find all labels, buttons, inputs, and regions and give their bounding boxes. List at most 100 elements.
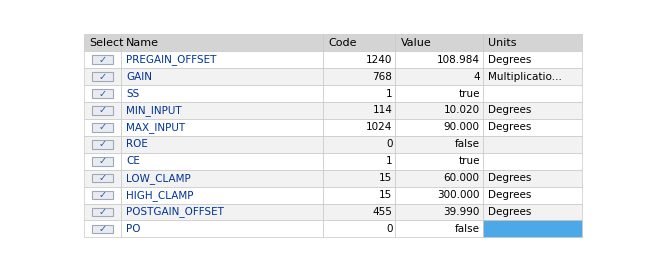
Bar <box>323 85 395 102</box>
Bar <box>121 51 323 68</box>
Text: 4: 4 <box>473 72 480 82</box>
Bar <box>84 68 121 85</box>
Bar <box>121 136 323 153</box>
Text: CE: CE <box>126 156 140 166</box>
Text: ✓: ✓ <box>98 190 107 200</box>
Bar <box>395 170 483 187</box>
Bar <box>121 85 323 102</box>
Text: 1: 1 <box>386 89 393 98</box>
Bar <box>121 204 323 220</box>
Text: 39.990: 39.990 <box>443 207 480 217</box>
Text: 1024: 1024 <box>366 122 393 132</box>
Bar <box>92 157 113 165</box>
Bar <box>483 220 582 237</box>
Bar <box>323 220 395 237</box>
Text: Name: Name <box>126 38 159 48</box>
Bar <box>323 187 395 204</box>
Text: 10.020: 10.020 <box>443 105 480 115</box>
Text: 1: 1 <box>386 156 393 166</box>
Bar <box>121 170 323 187</box>
Bar <box>323 102 395 119</box>
Text: PO: PO <box>126 224 140 234</box>
Text: false: false <box>455 224 480 234</box>
Text: 0: 0 <box>386 139 393 149</box>
Bar <box>395 153 483 170</box>
Bar <box>121 34 323 51</box>
Bar <box>483 85 582 102</box>
Bar <box>483 187 582 204</box>
Text: ✓: ✓ <box>98 72 107 82</box>
Bar <box>92 191 113 199</box>
Bar <box>121 68 323 85</box>
Text: true: true <box>458 156 480 166</box>
Bar <box>92 89 113 98</box>
Text: ✓: ✓ <box>98 89 107 98</box>
Bar <box>84 170 121 187</box>
Bar <box>92 72 113 81</box>
Text: HIGH_CLAMP: HIGH_CLAMP <box>126 190 194 200</box>
Text: GAIN: GAIN <box>126 72 152 82</box>
Text: 455: 455 <box>372 207 393 217</box>
Bar <box>395 34 483 51</box>
Text: 108.984: 108.984 <box>437 55 480 65</box>
Bar <box>92 123 113 132</box>
Text: 90.000: 90.000 <box>444 122 480 132</box>
Text: true: true <box>458 89 480 98</box>
Text: Units: Units <box>488 38 516 48</box>
Text: ✓: ✓ <box>98 207 107 217</box>
Text: MIN_INPUT: MIN_INPUT <box>126 105 182 116</box>
Text: SS: SS <box>126 89 140 98</box>
Bar <box>84 85 121 102</box>
Bar <box>84 102 121 119</box>
Bar <box>84 187 121 204</box>
Text: 114: 114 <box>372 105 393 115</box>
Text: 1240: 1240 <box>366 55 393 65</box>
Text: ✓: ✓ <box>98 224 107 234</box>
Bar <box>483 34 582 51</box>
Bar <box>121 220 323 237</box>
Text: Degrees: Degrees <box>488 55 531 65</box>
Bar <box>395 102 483 119</box>
Bar <box>483 102 582 119</box>
Bar <box>323 153 395 170</box>
Bar <box>92 225 113 233</box>
Text: ✓: ✓ <box>98 122 107 132</box>
Text: Select: Select <box>89 38 124 48</box>
Bar <box>92 208 113 216</box>
Text: Value: Value <box>400 38 431 48</box>
Text: 15: 15 <box>379 173 393 183</box>
Bar <box>323 51 395 68</box>
Text: ✓: ✓ <box>98 55 107 65</box>
Bar <box>483 68 582 85</box>
Bar <box>483 170 582 187</box>
Bar <box>121 102 323 119</box>
Text: Code: Code <box>328 38 357 48</box>
Bar <box>323 34 395 51</box>
Text: LOW_CLAMP: LOW_CLAMP <box>126 173 191 183</box>
Bar <box>323 170 395 187</box>
Bar <box>84 51 121 68</box>
Text: MAX_INPUT: MAX_INPUT <box>126 122 185 133</box>
Text: Degrees: Degrees <box>488 173 531 183</box>
Bar <box>483 136 582 153</box>
Text: ✓: ✓ <box>98 139 107 149</box>
Bar <box>483 51 582 68</box>
Bar <box>84 204 121 220</box>
Text: Degrees: Degrees <box>488 105 531 115</box>
Text: Multiplicatio...: Multiplicatio... <box>488 72 562 82</box>
Bar <box>84 136 121 153</box>
Bar <box>395 187 483 204</box>
Bar <box>395 51 483 68</box>
Bar <box>483 119 582 136</box>
Text: 0: 0 <box>386 224 393 234</box>
Bar <box>483 204 582 220</box>
Text: 15: 15 <box>379 190 393 200</box>
Bar <box>121 187 323 204</box>
Text: ✓: ✓ <box>98 105 107 115</box>
Text: PREGAIN_OFFSET: PREGAIN_OFFSET <box>126 54 216 65</box>
Text: ✓: ✓ <box>98 173 107 183</box>
Text: 60.000: 60.000 <box>444 173 480 183</box>
Text: Degrees: Degrees <box>488 122 531 132</box>
Bar <box>323 119 395 136</box>
Bar <box>92 55 113 64</box>
